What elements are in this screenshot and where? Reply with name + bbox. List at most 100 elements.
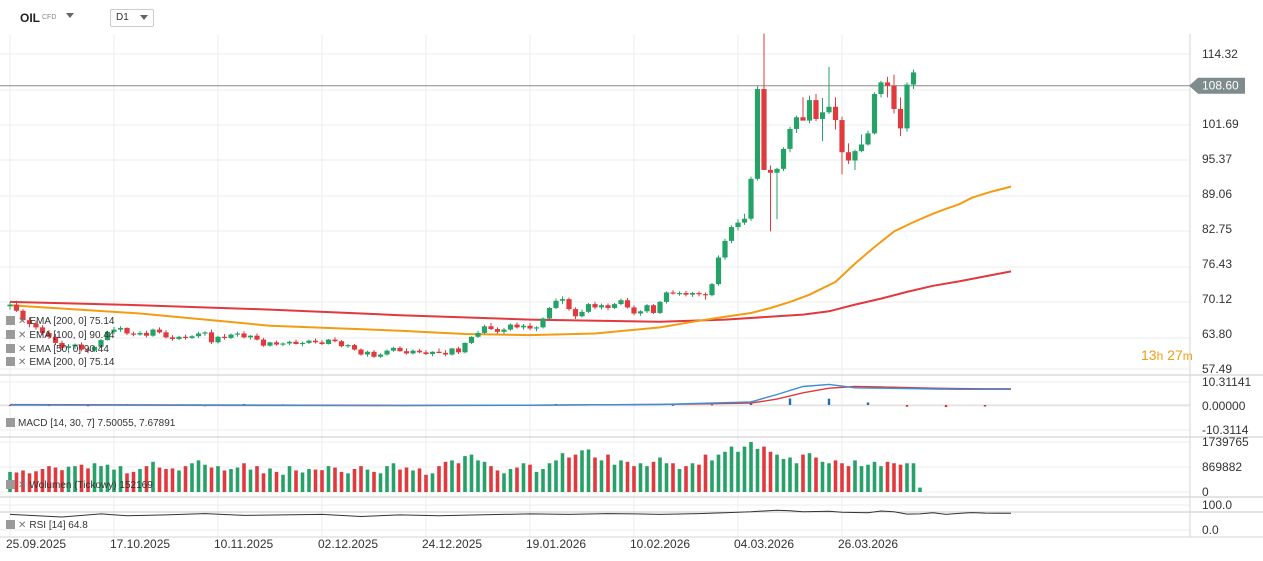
candle-body (572, 309, 579, 317)
candle-body (741, 218, 748, 223)
volume-bar (625, 461, 630, 492)
volume-bar (703, 454, 708, 492)
volume-bar (768, 451, 773, 492)
volume-bar (645, 466, 649, 492)
remove-indicator-icon[interactable]: ✕ (18, 316, 27, 327)
indicator-settings-icon[interactable] (6, 330, 15, 339)
candle-body (156, 329, 163, 333)
candle-body (150, 329, 156, 336)
volume-bar (216, 466, 220, 492)
candle-body (20, 310, 26, 321)
candle-body (267, 342, 273, 346)
candle-body (748, 178, 754, 219)
remove-indicator-icon[interactable]: ✕ (18, 357, 27, 368)
volume-bar (417, 468, 422, 492)
volume-bar (528, 464, 532, 492)
volume-bar (157, 467, 162, 492)
candle-body (306, 340, 312, 343)
candle-body (104, 331, 111, 341)
legend-ema-1-text: EMA [200, 0] 75.14 (29, 316, 115, 327)
volume-bar (99, 466, 103, 492)
remove-indicator-icon[interactable]: ✕ (18, 520, 27, 531)
candle-body (215, 336, 221, 343)
symbol-name[interactable]: OIL (20, 11, 40, 25)
indicator-settings-icon[interactable] (6, 316, 15, 325)
candle-body (397, 347, 403, 352)
indicator-settings-icon[interactable] (6, 344, 15, 353)
candle-body (559, 299, 566, 301)
candle-body (787, 128, 793, 149)
ema50-line (9, 185, 1012, 337)
candle-body (637, 311, 644, 314)
volume-bar (567, 457, 571, 492)
macd-histogram-bar (710, 404, 714, 406)
volume-bar (632, 466, 636, 492)
indicator-settings-icon[interactable] (6, 520, 15, 529)
volume-bar (372, 471, 376, 492)
symbol-type: CFD (42, 14, 57, 21)
volume-bar (92, 463, 97, 492)
remove-indicator-icon[interactable]: ✕ (18, 330, 27, 341)
volume-bar (261, 473, 266, 492)
candle-body (7, 304, 13, 307)
candle-body (897, 108, 904, 129)
candle-body (332, 339, 338, 342)
legend-ema-1[interactable]: ✕ EMA [200, 0] 75.14 (6, 316, 114, 327)
legend-ema-4[interactable]: ✕ EMA [200, 0] 75.14 (6, 357, 114, 368)
legend-rsi[interactable]: ✕ RSI [14] 64.8 (6, 520, 88, 531)
indicator-settings-icon[interactable] (6, 418, 15, 427)
candle-body (416, 350, 423, 353)
volume-bar (820, 461, 825, 492)
candle-body (670, 292, 676, 294)
volume-bar (742, 446, 747, 492)
candle-body (293, 341, 299, 345)
symbol-chevron-down-icon[interactable] (66, 13, 74, 18)
indicator-settings-icon[interactable] (6, 357, 15, 366)
last-price-label: 108.60 (1202, 79, 1239, 93)
candle-body (124, 327, 130, 334)
candle-body (826, 106, 832, 113)
volume-bar (508, 469, 513, 492)
candle-body (910, 72, 917, 85)
volume-bar (658, 457, 662, 492)
candle-body (39, 327, 46, 333)
candle-body (319, 342, 325, 345)
timeframe-chevron-down-icon[interactable] (140, 15, 148, 20)
volume-bar (229, 469, 233, 492)
macd-histogram-bar (905, 405, 909, 407)
volume-bar (333, 467, 337, 492)
volume-bar (450, 460, 454, 492)
candle-body (728, 227, 735, 241)
volume-bar (599, 460, 604, 492)
timeframe-select[interactable]: D1 (110, 9, 154, 27)
candle-body (631, 307, 637, 314)
volume-tick-label: 0 (1202, 485, 1209, 499)
candle-body (33, 324, 39, 328)
candle-body (280, 343, 286, 345)
volume-bar (840, 463, 844, 492)
candle-body (514, 324, 520, 328)
candle-body (618, 300, 624, 305)
candle-body (449, 348, 455, 355)
macd-histogram-bar (944, 405, 948, 408)
legend-ema-2[interactable]: ✕ EMA [100, 0] 90.44 (6, 330, 114, 341)
rsi-line (9, 509, 1011, 518)
remove-indicator-icon[interactable]: ✕ (18, 344, 27, 355)
candle-body (59, 342, 65, 348)
volume-bar (307, 469, 311, 492)
candle-body (423, 352, 429, 354)
legend-volume[interactable]: ✕ Wolumen (Tickowy) 152169 (6, 480, 153, 491)
legend-macd[interactable]: MACD [14, 30, 7] 7.50055, 7.67891 (6, 418, 175, 429)
volume-bar (489, 466, 493, 492)
volume-bar (21, 470, 25, 492)
remove-indicator-icon[interactable]: ✕ (18, 480, 27, 491)
candle-body (52, 336, 59, 343)
volume-bar (723, 451, 727, 492)
last-price-tag (1189, 77, 1245, 94)
volume-bar (502, 473, 506, 492)
legend-ema-3[interactable]: ✕ EMA [50, 0] 90.44 (6, 344, 109, 355)
legend-ema-2-text: EMA [100, 0] 90.44 (29, 330, 115, 341)
volume-bar (66, 466, 71, 492)
indicator-settings-icon[interactable] (6, 480, 15, 489)
